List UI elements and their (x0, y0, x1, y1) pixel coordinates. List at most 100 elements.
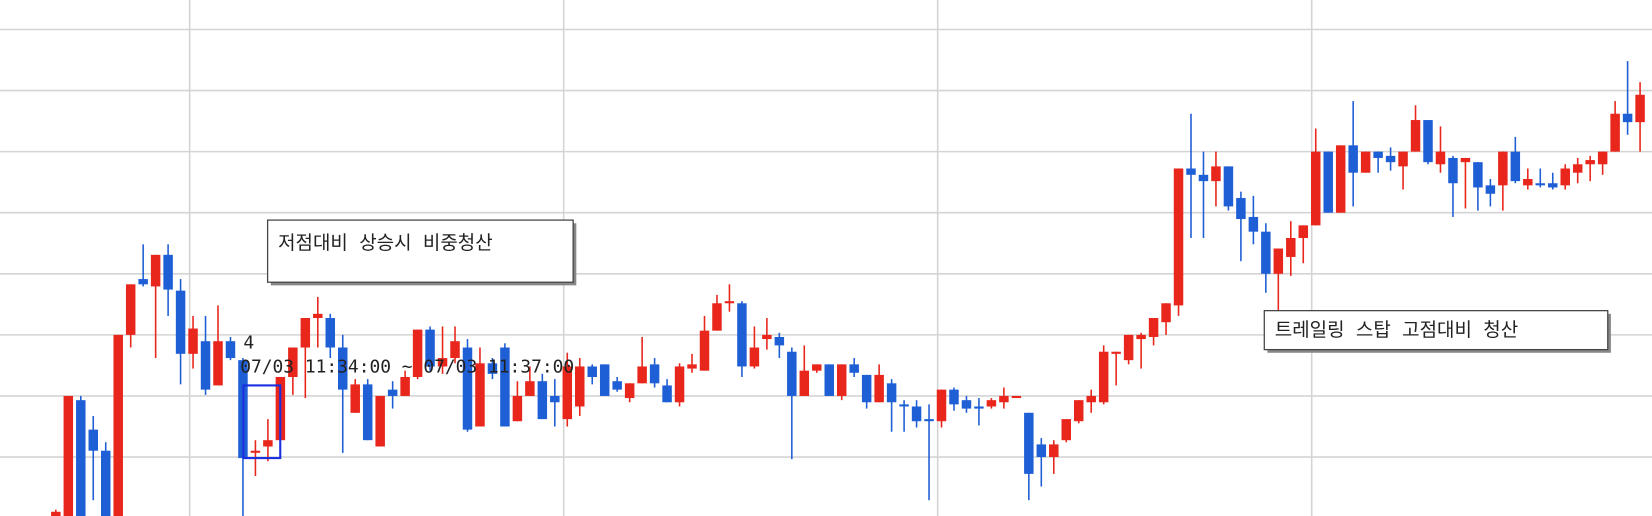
candle-body (699, 330, 710, 371)
candle-body (1423, 120, 1433, 163)
candle-body (1435, 151, 1446, 165)
candle-body (787, 351, 797, 396)
candle-body (263, 440, 273, 447)
candle-body (313, 313, 323, 319)
candle-body (674, 366, 685, 403)
candle-body (1560, 168, 1570, 186)
candle-body (1011, 395, 1022, 399)
candle-body (1398, 151, 1408, 167)
candle-body (637, 366, 647, 384)
candle-body (749, 347, 760, 367)
candle-body (1597, 151, 1608, 165)
candle-body (874, 374, 884, 403)
candle-body (188, 328, 198, 354)
candle-body (1223, 166, 1234, 207)
candle-body (400, 376, 410, 396)
candle-body (737, 303, 747, 367)
candle-body (1485, 185, 1496, 194)
candle-body (1098, 351, 1109, 403)
candle-body (150, 254, 161, 287)
candle-body (1086, 395, 1096, 403)
candle-body (437, 358, 448, 367)
candle-body (799, 370, 810, 396)
candle-body (225, 341, 236, 359)
candle-body (1410, 120, 1421, 152)
candle-body (986, 400, 997, 407)
candle-body (612, 381, 622, 390)
candle-body (475, 363, 485, 427)
candle-body (1161, 303, 1171, 323)
candle-body (836, 364, 847, 396)
candle-body (213, 341, 223, 386)
candle-body (375, 395, 385, 447)
candle-body (1460, 157, 1471, 163)
candle-body (1523, 179, 1533, 186)
candle-body (1248, 216, 1259, 232)
candle-body (649, 364, 660, 384)
candle-body (163, 254, 173, 290)
candle-body (500, 347, 510, 427)
candle-body (1211, 166, 1221, 182)
candle-body (76, 400, 86, 516)
candle-body (861, 374, 872, 403)
candle-body (425, 329, 435, 367)
candle-body (537, 381, 548, 420)
candle-body (1049, 444, 1059, 458)
candle-body (961, 400, 972, 409)
candle-body (1385, 155, 1396, 163)
candle-body (362, 384, 373, 441)
candle-body (812, 364, 822, 371)
candle-body (1311, 151, 1321, 226)
candle-body (462, 347, 473, 430)
box (266, 219, 574, 283)
annotation-box: 저점대비 상승시 비중청산 (266, 219, 577, 286)
candle-body (924, 419, 934, 422)
candle-body (1622, 113, 1633, 123)
annotation-text: 저점대비 상승시 비중청산 (278, 232, 493, 254)
candle-body (250, 450, 261, 453)
candle-body (1572, 164, 1583, 173)
candle-body (724, 301, 735, 304)
candle-body (387, 389, 398, 396)
candle-body (1198, 174, 1209, 182)
candle-body (51, 511, 61, 516)
candle-body (1024, 412, 1034, 474)
selection-box (242, 384, 282, 460)
candle-body (1286, 237, 1296, 257)
candle-body (1073, 400, 1084, 422)
candle-body (575, 366, 585, 407)
candle-body (288, 347, 298, 377)
candle-body (911, 406, 922, 422)
candle-body (1535, 183, 1546, 186)
candle-body (1585, 160, 1595, 165)
candle-body (1136, 334, 1146, 340)
candle-body (338, 347, 348, 390)
candle-body (1448, 157, 1458, 184)
candle-body (1498, 151, 1508, 186)
candle-body (936, 389, 947, 422)
candle-body (125, 284, 136, 335)
candle-body (88, 429, 99, 451)
candle-body (1036, 444, 1047, 458)
candle-body (974, 406, 984, 409)
candle-body (849, 364, 859, 373)
candle-body (662, 385, 672, 403)
box (1263, 310, 1609, 351)
candle-body (774, 336, 785, 346)
candle-body (687, 364, 697, 369)
candle-body (1236, 197, 1246, 220)
candle-body (1635, 94, 1645, 123)
candle-body (412, 329, 423, 377)
candle-body (1348, 145, 1358, 173)
candle-body (1335, 145, 1346, 213)
candle-body (1298, 225, 1309, 238)
candle-body (1123, 334, 1134, 361)
candle-body (525, 381, 535, 396)
candle-body (587, 366, 597, 377)
candle-body (450, 341, 460, 359)
candle-body (562, 366, 573, 420)
annotation-text: 트레일링 스탑 고점대비 청산 (1275, 319, 1518, 341)
candle-body (1373, 151, 1383, 158)
candle-body (712, 303, 722, 331)
